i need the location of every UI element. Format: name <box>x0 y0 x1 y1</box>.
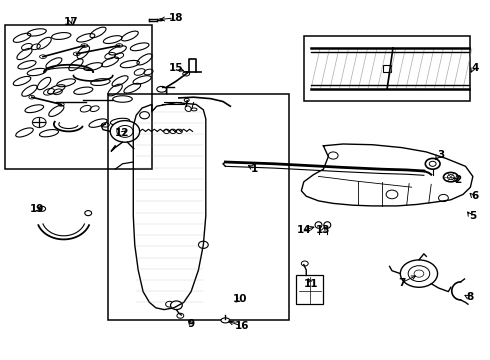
Text: 6: 6 <box>472 191 479 201</box>
Text: 7: 7 <box>398 278 406 288</box>
Text: 13: 13 <box>316 225 331 235</box>
Text: 17: 17 <box>64 17 78 27</box>
Ellipse shape <box>170 129 176 134</box>
Ellipse shape <box>324 222 331 228</box>
Text: 10: 10 <box>233 294 247 304</box>
Ellipse shape <box>221 318 230 323</box>
Ellipse shape <box>400 260 438 287</box>
Ellipse shape <box>315 222 322 228</box>
Ellipse shape <box>164 129 170 134</box>
Bar <box>296 275 323 304</box>
Ellipse shape <box>140 112 149 119</box>
Text: 16: 16 <box>235 321 250 331</box>
Text: 2: 2 <box>455 175 462 185</box>
Text: 3: 3 <box>438 150 444 160</box>
Text: 4: 4 <box>471 63 479 73</box>
Text: 8: 8 <box>467 292 474 302</box>
Ellipse shape <box>198 241 208 248</box>
Ellipse shape <box>171 301 182 310</box>
Bar <box>383 65 391 72</box>
Bar <box>304 36 470 101</box>
Text: 14: 14 <box>296 225 311 235</box>
Ellipse shape <box>110 121 140 142</box>
Text: 19: 19 <box>29 204 44 214</box>
Text: 1: 1 <box>251 164 258 174</box>
Text: 12: 12 <box>115 128 130 138</box>
Ellipse shape <box>166 301 173 307</box>
Text: 11: 11 <box>304 279 318 289</box>
Text: 18: 18 <box>169 13 184 23</box>
Text: 5: 5 <box>469 211 476 221</box>
Ellipse shape <box>176 129 182 134</box>
Text: 15: 15 <box>169 63 184 73</box>
Bar <box>5 25 152 169</box>
Text: 9: 9 <box>188 319 195 329</box>
Bar <box>108 94 289 320</box>
